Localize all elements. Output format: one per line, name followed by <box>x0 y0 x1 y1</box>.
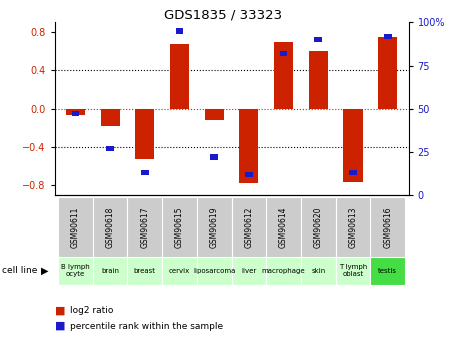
Bar <box>274 42 293 109</box>
Bar <box>301 257 336 285</box>
Bar <box>197 257 232 285</box>
Bar <box>280 51 287 56</box>
Text: cervix: cervix <box>169 268 190 274</box>
Bar <box>58 197 93 257</box>
Bar <box>127 257 162 285</box>
Text: liposarcoma: liposarcoma <box>193 268 236 274</box>
Text: breast: breast <box>134 268 156 274</box>
Text: ■: ■ <box>55 306 65 315</box>
Bar <box>101 109 120 126</box>
Bar <box>141 170 149 175</box>
Bar <box>384 33 391 39</box>
Bar <box>205 109 224 120</box>
Bar <box>162 257 197 285</box>
Bar <box>349 170 357 175</box>
Bar <box>197 197 232 257</box>
Bar <box>266 257 301 285</box>
Bar <box>162 197 197 257</box>
Bar <box>266 197 301 257</box>
Bar <box>66 109 85 115</box>
Text: GSM90611: GSM90611 <box>71 206 80 247</box>
Bar <box>309 51 328 109</box>
Text: liver: liver <box>241 268 256 274</box>
Text: GSM90617: GSM90617 <box>140 206 149 248</box>
Bar <box>314 37 322 42</box>
Bar <box>232 197 266 257</box>
Bar <box>93 257 127 285</box>
Bar <box>72 111 79 117</box>
Bar <box>239 109 258 184</box>
Bar <box>336 197 370 257</box>
Bar <box>93 197 127 257</box>
Text: GSM90616: GSM90616 <box>383 206 392 248</box>
Bar <box>343 109 362 183</box>
Text: GSM90612: GSM90612 <box>245 206 253 247</box>
Bar <box>106 146 114 151</box>
Bar <box>370 197 405 257</box>
Text: T lymph
oblast: T lymph oblast <box>339 264 367 277</box>
Text: macrophage: macrophage <box>262 268 305 274</box>
Bar <box>176 28 183 34</box>
Bar <box>232 257 266 285</box>
Text: GSM90614: GSM90614 <box>279 206 288 248</box>
Text: GDS1835 / 33323: GDS1835 / 33323 <box>164 9 282 22</box>
Text: percentile rank within the sample: percentile rank within the sample <box>70 322 223 331</box>
Text: GSM90620: GSM90620 <box>314 206 323 248</box>
Bar <box>210 154 218 160</box>
Text: GSM90615: GSM90615 <box>175 206 184 248</box>
Bar <box>58 257 93 285</box>
Bar <box>370 257 405 285</box>
Text: ▶: ▶ <box>41 266 49 276</box>
Text: brain: brain <box>101 268 119 274</box>
Text: B lymph
ocyte: B lymph ocyte <box>61 264 90 277</box>
Bar <box>135 109 154 158</box>
Text: GSM90618: GSM90618 <box>105 206 114 247</box>
Bar <box>336 257 370 285</box>
Bar <box>301 197 336 257</box>
Text: testis: testis <box>378 268 397 274</box>
Text: ■: ■ <box>55 321 65 331</box>
Bar <box>378 37 397 109</box>
Text: GSM90619: GSM90619 <box>210 206 218 248</box>
Text: GSM90613: GSM90613 <box>349 206 358 248</box>
Text: cell line: cell line <box>2 266 38 275</box>
Text: skin: skin <box>311 268 325 274</box>
Bar <box>127 197 162 257</box>
Bar <box>245 171 253 177</box>
Text: log2 ratio: log2 ratio <box>70 306 113 315</box>
Bar <box>170 43 189 109</box>
